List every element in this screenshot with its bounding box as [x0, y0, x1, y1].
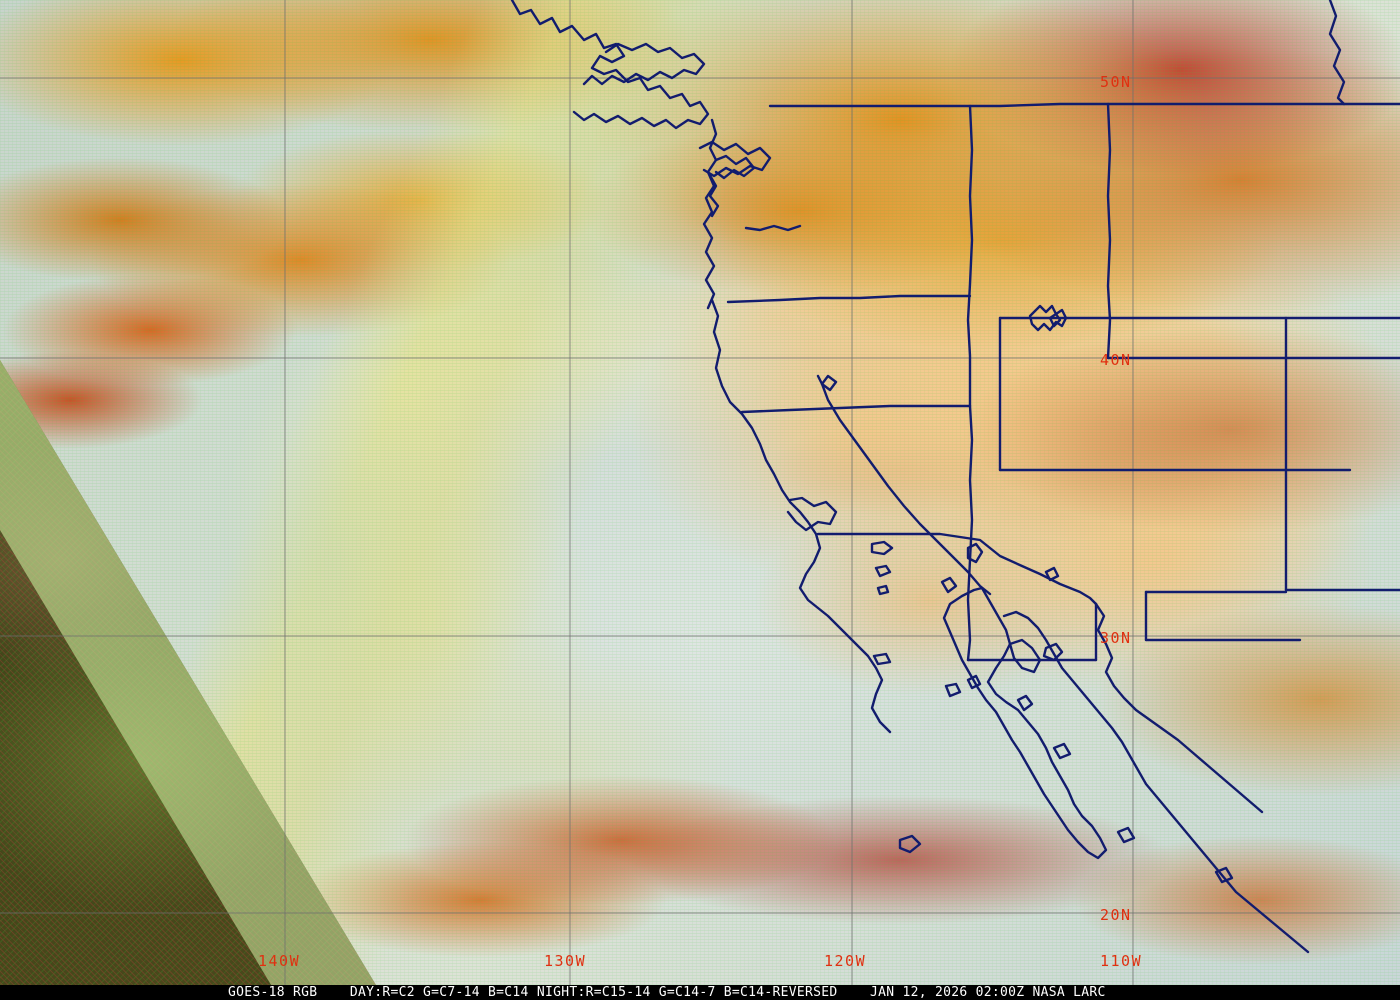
lon-label-140w: 140W — [258, 952, 300, 970]
graticule-labels: 50N 40N 30N 20N 140W 130W 120W 110W — [258, 73, 1142, 970]
state-borders — [726, 102, 1400, 854]
lat-label-50n: 50N — [1100, 73, 1132, 91]
caption-bar: GOES-18 RGB DAY:R=C2 G=C7-14 B=C14 NIGHT… — [0, 985, 1400, 1000]
lat-label-20n: 20N — [1100, 906, 1132, 924]
national-borders — [768, 0, 1400, 814]
coastline-us-west — [710, 298, 962, 734]
coastline-pacific-northwest — [510, 0, 772, 310]
lat-label-40n: 40N — [1100, 351, 1132, 369]
lon-label-130w: 130W — [544, 952, 586, 970]
lon-label-120w: 120W — [824, 952, 866, 970]
lon-label-110w: 110W — [1100, 952, 1142, 970]
caption-text: GOES-18 RGB DAY:R=C2 G=C7-14 B=C14 NIGHT… — [228, 985, 1106, 1000]
lat-label-30n: 30N — [1100, 629, 1132, 647]
